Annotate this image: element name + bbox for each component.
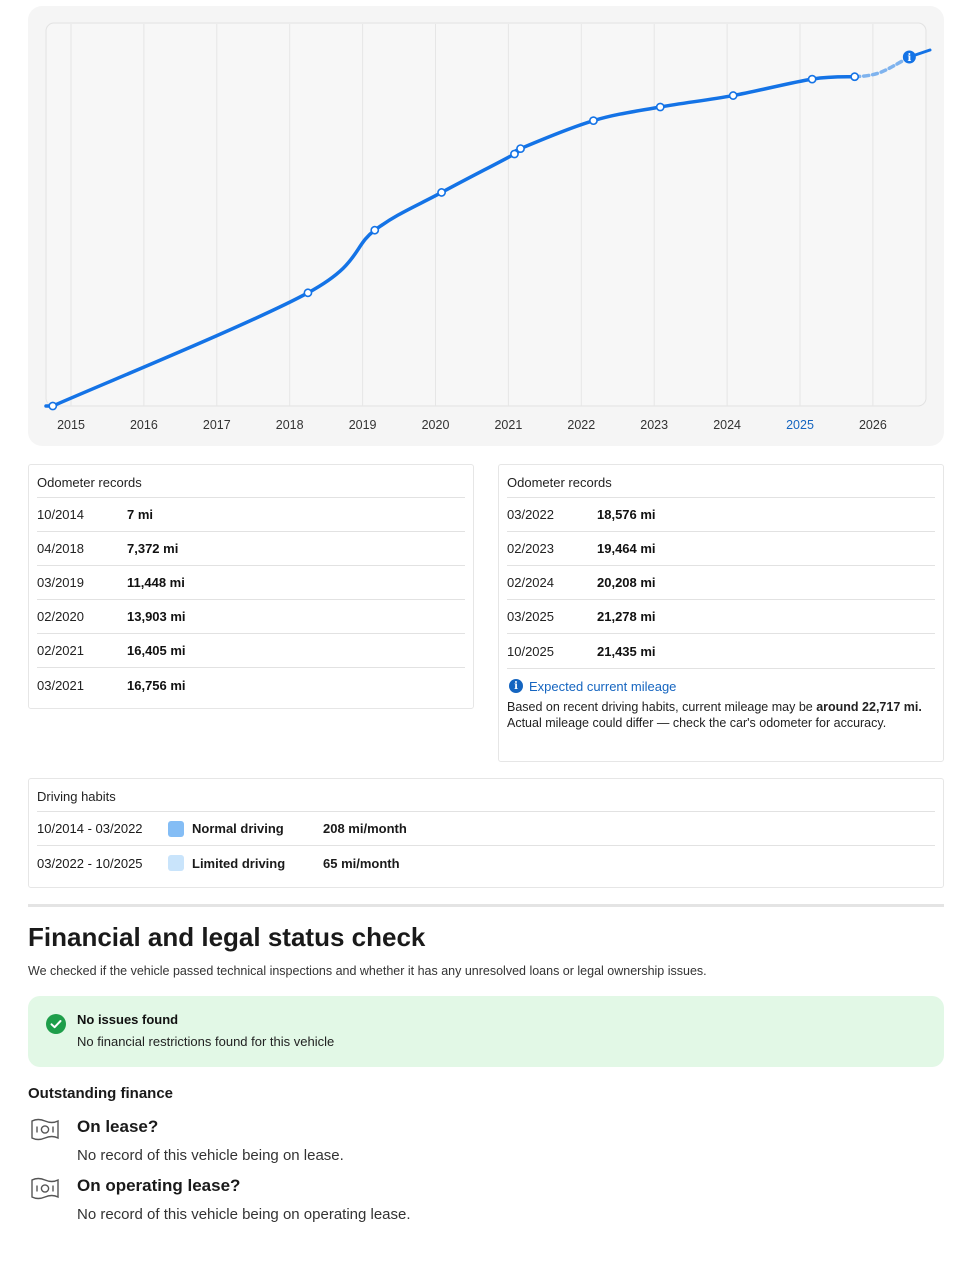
- data-point[interactable]: [589, 116, 598, 126]
- odometer-record-row: 10/2014 7 mi: [37, 498, 465, 532]
- data-point[interactable]: [728, 91, 738, 100]
- expected-mileage-value: around 22,717 mi.: [816, 700, 922, 714]
- habit-rate: 208 mi/month: [323, 821, 407, 836]
- odometer-records-left: Odometer records 10/2014 7 mi 04/2018 7,372…: [28, 464, 474, 709]
- projected-series-line: [852, 55, 912, 79]
- record-mileage: 7,372 mi: [127, 541, 179, 556]
- driving-habit-row: 10/2014 - 03/2022 Normal driving 208 mi/mo…: [37, 812, 935, 846]
- x-tick-label: 2017: [203, 418, 231, 432]
- record-mileage: 18,576 mi: [597, 507, 656, 522]
- x-tick-label: 2021: [494, 418, 522, 432]
- status-banner: No issues found No financial restriction…: [28, 996, 944, 1067]
- data-point[interactable]: [370, 225, 380, 235]
- data-point[interactable]: [850, 72, 860, 82]
- record-mileage: 20,208 mi: [597, 575, 656, 590]
- banknote-icon: [30, 1176, 60, 1205]
- odometer-records-right: Odometer records 03/2022 18,576 mi 02/2023…: [498, 464, 944, 762]
- data-point[interactable]: [655, 102, 665, 112]
- plot-area: [45, 22, 927, 407]
- odometer-record-row: 02/2023 19,464 mi: [507, 532, 935, 566]
- driving-habits-card: Driving habits 10/2014 - 03/2022 Normal d…: [28, 778, 944, 888]
- x-tick-label: 2019: [349, 418, 377, 432]
- x-tick-label: 2025: [786, 418, 814, 432]
- record-date: 10/2014: [37, 507, 84, 522]
- habit-legend-swatch: [168, 855, 184, 871]
- data-point[interactable]: [303, 288, 313, 298]
- record-date: 03/2019: [37, 575, 84, 590]
- record-mileage: 11,448 mi: [127, 575, 185, 590]
- financial-section-subtitle: We checked if the vehicle passed technic…: [28, 964, 707, 978]
- lease-answer: No record of this vehicle being on lease…: [77, 1147, 344, 1164]
- record-date: 02/2020: [37, 609, 84, 624]
- record-date: 02/2021: [37, 643, 84, 658]
- records-title: Odometer records: [37, 465, 465, 498]
- data-point[interactable]: [48, 401, 58, 411]
- lease-question: On lease?: [77, 1117, 159, 1136]
- records-title: Odometer records: [507, 465, 935, 498]
- outstanding-finance-title: Outstanding finance: [28, 1085, 174, 1102]
- driving-habit-row: 03/2022 - 10/2025 Limited driving 65 mi/mo…: [37, 846, 935, 880]
- record-date: 03/2022: [507, 507, 554, 522]
- x-tick-label: 2026: [859, 418, 887, 432]
- section-divider: [28, 904, 944, 907]
- habit-period: 03/2022 - 10/2025: [37, 855, 143, 871]
- odometer-record-row: 02/2021 16,405 mi: [37, 634, 465, 668]
- x-tick-label: 2024: [713, 418, 741, 432]
- habit-label: Limited driving: [192, 855, 286, 871]
- status-text: No financial restrictions found for this…: [77, 1034, 335, 1049]
- data-point[interactable]: [516, 144, 525, 154]
- banknote-icon: [30, 1117, 60, 1146]
- odometer-record-row: 04/2018 7,372 mi: [37, 532, 465, 566]
- expected-mileage: i Expected current mileage Based on rece…: [507, 669, 935, 731]
- x-tick-label: 2023: [640, 418, 668, 432]
- mileage-chart-card: 2015 2016 2017 2018 2019 2020 2021 2022 2023 2024…: [28, 6, 944, 446]
- record-date: 03/2021: [37, 677, 84, 693]
- record-mileage: 16,756 mi: [127, 677, 186, 693]
- odometer-record-row: 10/2025 21,435 mi: [507, 634, 935, 668]
- odometer-record-row: 03/2025 21,278 mi: [507, 600, 935, 634]
- record-date: 02/2023: [507, 541, 554, 556]
- x-tick-label: 2022: [567, 418, 595, 432]
- data-point[interactable]: [510, 149, 519, 159]
- record-mileage: 16,405 mi: [127, 643, 186, 658]
- expected-mileage-text: Based on recent driving habits, current …: [507, 700, 922, 730]
- odometer-record-row: 03/2019 11,448 mi: [37, 566, 465, 600]
- odometer-record-row: 03/2022 18,576 mi: [507, 498, 935, 532]
- driving-habits-title: Driving habits: [37, 779, 935, 812]
- record-date: 10/2025: [507, 643, 554, 659]
- record-date: 02/2024: [507, 575, 554, 590]
- operating-lease-question: On operating lease?: [77, 1176, 241, 1195]
- x-tick-label: 2020: [422, 418, 450, 432]
- operating-lease-answer: No record of this vehicle being on opera…: [77, 1206, 411, 1223]
- record-mileage: 7 mi: [127, 507, 154, 522]
- record-date: 04/2018: [37, 541, 84, 556]
- data-point[interactable]: [807, 74, 817, 84]
- data-point[interactable]: [437, 188, 446, 197]
- record-mileage: 13,903 mi: [127, 609, 186, 624]
- habit-label: Normal driving: [192, 821, 284, 836]
- x-tick-label: 2016: [130, 418, 158, 432]
- info-icon-glyph: i: [907, 53, 911, 64]
- x-tick-label: 2015: [57, 418, 85, 432]
- x-tick-label: 2018: [276, 418, 304, 432]
- habit-rate: 65 mi/month: [323, 855, 400, 871]
- odometer-record-row: 02/2020 13,903 mi: [37, 600, 465, 634]
- odometer-record-row: 02/2024 20,208 mi: [507, 566, 935, 600]
- record-mileage: 21,278 mi: [597, 609, 656, 624]
- info-icon: i: [509, 679, 523, 693]
- check-circle-icon: [46, 1014, 66, 1034]
- lease-check: On lease? No record of this vehicle bein…: [28, 1117, 944, 1169]
- record-mileage: 19,464 mi: [597, 541, 656, 556]
- habit-legend-swatch: [168, 820, 184, 837]
- expected-mileage-title: Expected current mileage: [529, 678, 677, 694]
- status-title: No issues found: [77, 1012, 179, 1027]
- record-mileage: 21,435 mi: [597, 643, 656, 659]
- record-date: 03/2025: [507, 609, 554, 624]
- financial-section-title: Financial and legal status check: [28, 922, 426, 952]
- mileage-chart: 2015 2016 2017 2018 2019 2020 2021 2022 2023 2024…: [44, 22, 932, 432]
- habit-period: 10/2014 - 03/2022: [37, 821, 143, 836]
- odometer-record-row: 03/2021 16,756 mi: [37, 668, 465, 702]
- operating-lease-check: On operating lease? No record of this ve…: [28, 1176, 944, 1228]
- info-icon[interactable]: [902, 50, 916, 64]
